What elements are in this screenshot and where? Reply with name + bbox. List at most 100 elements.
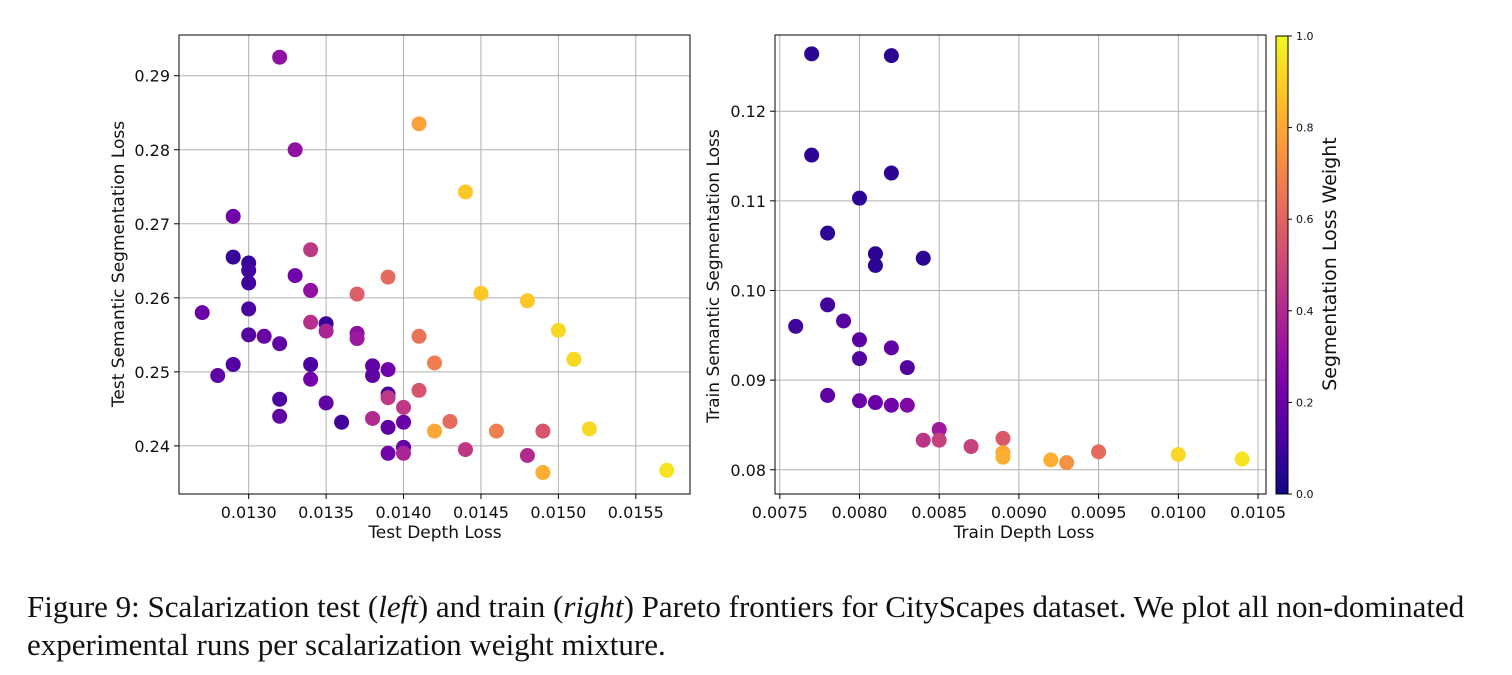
left-x-ticks: 0.0130 0.0135 0.0140 0.0145 0.0150 0.0155 bbox=[221, 494, 664, 522]
caption-part2: ) and train ( bbox=[417, 589, 564, 624]
left-data-point bbox=[225, 249, 241, 265]
left-data-point bbox=[396, 399, 412, 415]
left-data-point bbox=[457, 442, 473, 458]
right-x-tick-label: 0.0085 bbox=[911, 503, 967, 522]
left-axes-frame bbox=[178, 34, 691, 495]
right-data-point bbox=[995, 449, 1011, 465]
left-data-point bbox=[519, 448, 535, 464]
right-y-axis-label: Train Semantic Segmentation Loss bbox=[704, 129, 724, 424]
left-data-point bbox=[241, 327, 257, 343]
left-data-point bbox=[272, 49, 288, 65]
caption-part1: Figure 9: Scalarization test ( bbox=[27, 589, 379, 624]
right-data-point bbox=[883, 397, 899, 413]
right-data-point bbox=[820, 225, 836, 241]
right-data-point bbox=[804, 147, 820, 163]
left-data-point bbox=[519, 293, 535, 309]
right-y-tick-label: 0.11 bbox=[730, 192, 766, 211]
left-data-point bbox=[303, 242, 319, 258]
left-data-point bbox=[442, 413, 458, 429]
right-y-tick-label: 0.08 bbox=[730, 461, 766, 480]
right-data-point bbox=[1059, 455, 1075, 471]
right-data-point bbox=[915, 250, 931, 266]
left-data-point bbox=[194, 305, 210, 321]
left-data-point bbox=[287, 268, 303, 284]
left-data-point bbox=[303, 282, 319, 298]
left-data-point bbox=[318, 395, 334, 411]
right-scatter-plot: 0.0075 0.0080 0.0085 0.0090 0.0095 0.0100 0.01… bbox=[704, 34, 1286, 543]
left-data-point bbox=[396, 445, 412, 461]
right-data-point bbox=[1043, 452, 1059, 468]
left-data-point bbox=[225, 356, 241, 372]
left-data-point bbox=[427, 355, 442, 371]
left-data-point bbox=[349, 331, 365, 347]
right-data-point bbox=[851, 190, 867, 206]
right-x-tick-label: 0.0105 bbox=[1230, 503, 1286, 522]
right-x-axis-label: Train Depth Loss bbox=[953, 523, 1095, 543]
right-data-point bbox=[899, 397, 915, 413]
left-data-point bbox=[427, 423, 442, 439]
right-y-ticks: 0.08 0.09 0.10 0.11 0.12 bbox=[730, 102, 775, 480]
left-points bbox=[194, 49, 675, 481]
left-y-tick-label: 0.29 bbox=[134, 67, 170, 86]
right-x-tick-label: 0.0080 bbox=[831, 503, 887, 522]
right-data-point bbox=[851, 351, 867, 367]
left-x-tick-label: 0.0130 bbox=[221, 503, 277, 522]
left-x-tick-label: 0.0140 bbox=[376, 503, 432, 522]
right-y-tick-label: 0.09 bbox=[730, 371, 766, 390]
colorbar-tick-label: 0.0 bbox=[1296, 488, 1314, 501]
left-data-point bbox=[488, 423, 504, 439]
left-x-tick-label: 0.0155 bbox=[608, 503, 664, 522]
right-x-tick-label: 0.0100 bbox=[1150, 503, 1206, 522]
colorbar-gradient bbox=[1276, 36, 1288, 494]
left-x-axis-label: Test Depth Loss bbox=[367, 523, 501, 543]
left-data-point bbox=[256, 328, 272, 344]
left-y-tick-label: 0.28 bbox=[134, 141, 170, 160]
left-data-point bbox=[535, 423, 551, 439]
left-data-point bbox=[457, 184, 473, 200]
right-data-point bbox=[883, 165, 899, 181]
right-data-point bbox=[995, 430, 1011, 446]
left-data-point bbox=[581, 421, 597, 437]
right-x-ticks: 0.0075 0.0080 0.0085 0.0090 0.0095 0.0100 0.01… bbox=[752, 494, 1286, 522]
colorbar: 0.0 0.2 0.4 0.6 0.8 1.0 Segmentation Loss Wei… bbox=[1275, 30, 1341, 501]
left-data-point bbox=[318, 323, 334, 339]
figure-caption: Figure 9: Scalarization test (left) and … bbox=[27, 588, 1487, 664]
right-x-tick-label: 0.0095 bbox=[1071, 503, 1127, 522]
right-data-point bbox=[867, 395, 883, 411]
colorbar-tick-label: 0.2 bbox=[1296, 396, 1314, 409]
left-y-tick-label: 0.26 bbox=[134, 289, 170, 308]
left-x-tick-label: 0.0135 bbox=[298, 503, 354, 522]
left-data-point bbox=[241, 262, 257, 278]
left-data-point bbox=[241, 301, 257, 317]
left-data-point bbox=[411, 116, 427, 132]
left-y-ticks: 0.24 0.25 0.26 0.27 0.28 0.29 bbox=[134, 67, 179, 456]
left-y-tick-label: 0.25 bbox=[134, 363, 170, 382]
right-data-point bbox=[788, 318, 804, 334]
right-data-point bbox=[1170, 447, 1186, 463]
left-x-tick-label: 0.0145 bbox=[453, 503, 509, 522]
right-data-point bbox=[820, 387, 836, 403]
left-data-point bbox=[272, 336, 288, 352]
colorbar-frame bbox=[1275, 35, 1289, 495]
left-data-point bbox=[411, 382, 427, 398]
left-data-point bbox=[550, 322, 566, 338]
left-data-point bbox=[535, 465, 551, 481]
left-data-point bbox=[349, 286, 365, 302]
left-data-point bbox=[241, 275, 257, 291]
right-data-point bbox=[963, 438, 979, 454]
left-y-tick-label: 0.24 bbox=[134, 437, 170, 456]
right-axes-frame bbox=[774, 34, 1267, 495]
right-data-point bbox=[851, 393, 867, 409]
left-data-point bbox=[380, 269, 396, 285]
caption-part3: ) Pareto frontiers for CityScapes datase… bbox=[27, 589, 1465, 662]
right-data-point bbox=[867, 246, 883, 262]
left-data-point bbox=[303, 356, 319, 372]
left-data-point bbox=[380, 419, 396, 435]
left-data-point bbox=[210, 368, 226, 384]
caption-right: right bbox=[563, 589, 624, 624]
right-data-point bbox=[851, 332, 867, 348]
left-data-point bbox=[365, 368, 381, 384]
caption-left: left bbox=[378, 589, 418, 624]
colorbar-tick-label: 1.0 bbox=[1296, 30, 1314, 43]
colorbar-tick-label: 0.4 bbox=[1296, 305, 1314, 318]
